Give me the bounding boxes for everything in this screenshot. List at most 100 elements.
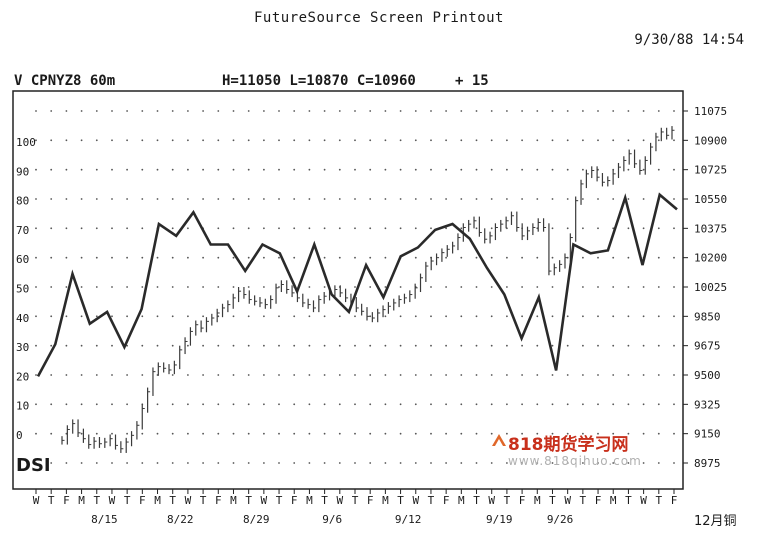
grid-dot xyxy=(657,227,660,230)
grid-dot xyxy=(171,315,174,318)
grid-dot xyxy=(627,403,630,406)
grid-dot xyxy=(263,286,265,288)
x-axis-weekday-label: T xyxy=(200,494,207,507)
grid-dot xyxy=(263,198,265,200)
grid-dot xyxy=(551,286,554,288)
grid-dot xyxy=(521,374,523,376)
left-axis-tick-label: 30 xyxy=(16,341,29,354)
grid-dot xyxy=(490,344,493,347)
grid-dot xyxy=(597,256,599,259)
grid-dot xyxy=(490,432,493,435)
grid-dot xyxy=(263,227,265,230)
x-axis-weekday-label: W xyxy=(564,494,571,507)
grid-dot xyxy=(50,374,53,376)
x-axis-date-label: 9/19 xyxy=(486,513,513,526)
grid-dot xyxy=(35,374,37,376)
grid-dot xyxy=(293,139,296,142)
grid-dot xyxy=(597,374,599,376)
x-axis-weekday-label: F xyxy=(671,494,678,507)
grid-dot xyxy=(293,462,296,464)
grid-dot xyxy=(597,286,599,288)
grid-dot xyxy=(187,432,189,435)
grid-dot xyxy=(536,110,539,112)
grid-dot xyxy=(111,344,113,347)
right-axis-tick-label: 10200 xyxy=(694,252,727,265)
grid-dot xyxy=(627,227,630,230)
grid-dot xyxy=(278,315,280,318)
grid-dot xyxy=(323,462,326,464)
grid-dot xyxy=(323,403,326,406)
x-axis-weekday-label: M xyxy=(154,494,161,507)
grid-dot xyxy=(202,168,205,171)
grid-dot xyxy=(627,374,630,376)
x-axis-weekday-label: T xyxy=(48,494,55,507)
grid-dot xyxy=(65,256,68,259)
grid-dot xyxy=(171,462,174,464)
grid-dot xyxy=(582,374,584,376)
grid-dot xyxy=(187,374,189,376)
grid-dot xyxy=(232,198,235,200)
grid-dot xyxy=(490,374,493,376)
grid-dot xyxy=(323,344,326,347)
grid-dot xyxy=(460,344,463,347)
grid-dot xyxy=(384,374,387,376)
grid-dot xyxy=(338,110,341,112)
grid-dot xyxy=(187,344,189,347)
grid-dot xyxy=(187,403,189,406)
grid-dot xyxy=(521,110,523,112)
grid-dot xyxy=(369,139,372,142)
grid-dot xyxy=(50,315,53,318)
grid-dot xyxy=(171,227,174,230)
grid-dot xyxy=(399,403,402,406)
grid-dot xyxy=(582,168,584,171)
grid-dot xyxy=(460,110,463,112)
watermark-url: www.818qihuo.com xyxy=(508,454,642,468)
grid-dot xyxy=(445,403,447,406)
x-axis-weekday-label: F xyxy=(63,494,70,507)
grid-dot xyxy=(141,374,144,376)
grid-dot xyxy=(460,403,463,406)
grid-dot xyxy=(278,110,280,112)
grid-dot xyxy=(582,110,584,112)
grid-dot xyxy=(582,198,584,200)
grid-dot xyxy=(612,344,615,347)
grid-dot xyxy=(673,139,675,142)
x-axis-weekday-label: F xyxy=(595,494,602,507)
grid-dot xyxy=(445,462,447,464)
grid-dot xyxy=(582,432,584,435)
grid-dot xyxy=(582,256,584,259)
x-axis-weekday-label: M xyxy=(382,494,389,507)
grid-dot xyxy=(126,374,128,376)
grid-dot xyxy=(80,315,83,318)
grid-dot xyxy=(323,286,326,288)
grid-dot xyxy=(111,139,113,142)
grid-dot xyxy=(597,432,599,435)
x-axis-weekday-label: M xyxy=(458,494,465,507)
grid-dot xyxy=(202,403,205,406)
grid-dot xyxy=(232,315,235,318)
x-axis-weekday-label: F xyxy=(215,494,222,507)
grid-dot xyxy=(536,374,539,376)
grid-dot xyxy=(384,139,387,142)
grid-dot xyxy=(657,315,660,318)
grid-dot xyxy=(95,110,98,112)
grid-dot xyxy=(111,110,113,112)
grid-dot xyxy=(414,139,417,142)
grid-dot xyxy=(202,315,205,318)
grid-dot xyxy=(156,256,159,259)
grid-dot xyxy=(35,256,37,259)
grid-dot xyxy=(95,139,98,142)
grid-dot xyxy=(126,462,128,464)
grid-dot xyxy=(65,110,68,112)
grid-dot xyxy=(536,315,539,318)
grid-dot xyxy=(430,139,432,142)
x-axis-weekday-label: T xyxy=(473,494,480,507)
grid-dot xyxy=(506,168,508,171)
grid-dot xyxy=(217,256,220,259)
grid-dot xyxy=(247,315,250,318)
grid-dot xyxy=(80,432,83,435)
grid-dot xyxy=(278,168,280,171)
grid-dot xyxy=(187,286,189,288)
grid-dot xyxy=(445,139,447,142)
grid-dot xyxy=(171,286,174,288)
